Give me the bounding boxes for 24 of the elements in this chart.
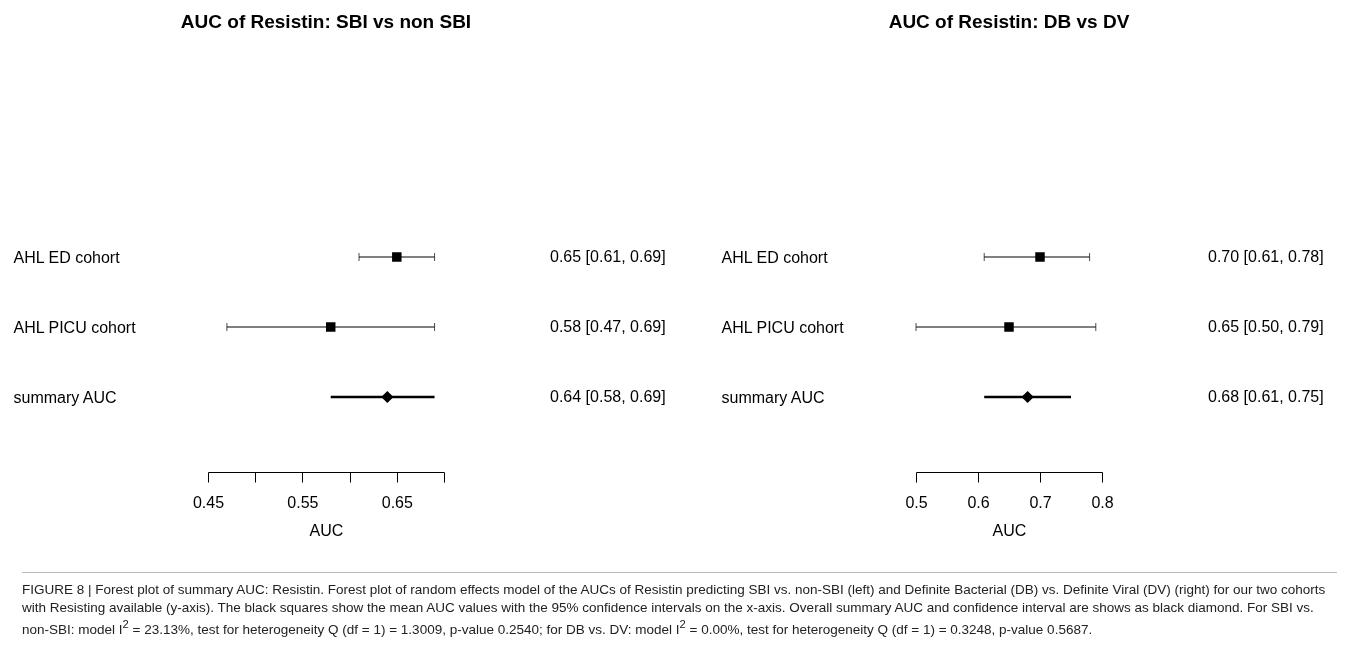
- chart-title: AUC of Resistin: SBI vs non SBI: [180, 11, 472, 32]
- x-axis-title: AUC: [992, 521, 1027, 539]
- text: 0.64 [0.58, 0.69]: [550, 388, 666, 405]
- x-tick-label: 0.6: [967, 493, 990, 511]
- x-tick-label: 0.65: [381, 493, 413, 511]
- caption: FIGURE 8 | Forest plot of summary AUC: Resistin. Forest plot of random effects model of the AUCs of Resistin predicting SBI vs. non-SBI (left) and Definite Bacterial (DB) vs. Definite Viral (DV) (right) for our two cohorts with Resisting available (y-axis). The black squares show the mean AUC values with the 95% confidence intervals on the x-axis. Overall summary AUC and confidence interval are shows as black diamond. For SBI vs. non-SBI: model I$^{2}$ = 23.13%, test for heterogeneity Q (df = 1) = 1.3009, p-value 0.2540; for DB vs. DV: model I$^{2}$ = 0.00%, test for heterogeneity Q (df = 1) = 0.3248, p-value 0.5687.: [22, 572, 1337, 640]
- text: 0.58 [0.47, 0.69]: [550, 318, 666, 335]
- y-tick-label: summary AUC: [721, 388, 825, 406]
- x-tick-label: 0.5: [905, 493, 928, 511]
- text: 0.65 [0.61, 0.69]: [550, 248, 666, 265]
- chart-title: AUC of Resistin: DB vs DV: [888, 11, 1130, 32]
- x-tick-label: 0.7: [1029, 493, 1052, 511]
- x-tick-label: 0.45: [192, 493, 225, 511]
- x-tick-label: 0.55: [287, 493, 319, 511]
- text: 0.68 [0.61, 0.75]: [1208, 388, 1324, 405]
- text: 0.65 [0.50, 0.79]: [1208, 318, 1324, 335]
- y-tick-label: AHL PICU cohort: [721, 318, 845, 336]
- text: 0.70 [0.61, 0.78]: [1208, 248, 1324, 265]
- y-tick-label: AHL ED cohort: [13, 248, 121, 266]
- y-tick-label: AHL ED cohort: [721, 248, 829, 266]
- x-tick-label: 0.8: [1091, 493, 1114, 511]
- y-tick-label: summary AUC: [13, 388, 117, 406]
- x-axis-title: AUC: [309, 521, 344, 539]
- y-tick-label: AHL PICU cohort: [13, 318, 137, 336]
